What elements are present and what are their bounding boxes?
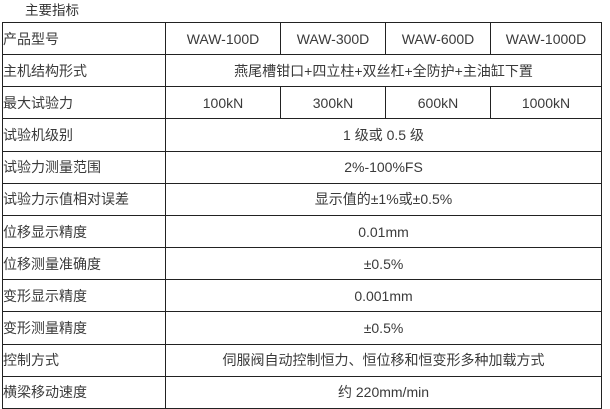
value-cell: 显示值的±1%或±0.5% xyxy=(165,182,602,216)
table-row-structure: 主机结构形式 燕尾槽钳口+四立柱+双丝杠+全防护+主油缸下置 xyxy=(2,54,602,88)
row-label: 控制方式 xyxy=(2,343,166,377)
value-cell: ±0.5% xyxy=(165,311,602,345)
table-row-force-range: 试验力测量范围 2%-100%FS xyxy=(2,150,602,184)
row-label: 试验力测量范围 xyxy=(2,150,166,184)
table-row-max-force: 最大试验力 100kN 300kN 600kN 1000kN xyxy=(2,86,602,120)
value-cell: 0.01mm xyxy=(165,214,602,249)
table-row-crosshead-speed: 横梁移动速度 约 220mm/min xyxy=(2,375,602,409)
row-label: 最大试验力 xyxy=(2,86,166,120)
page-title: 主要指标 xyxy=(25,3,79,18)
table-row-displacement-resolution: 位移显示精度 0.01mm xyxy=(2,214,602,249)
value-cell: 燕尾槽钳口+四立柱+双丝杠+全防护+主油缸下置 xyxy=(165,54,602,88)
model-cell: WAW-1000D xyxy=(490,21,602,56)
value-cell: 0.001mm xyxy=(165,279,602,313)
force-cell: 600kN xyxy=(385,86,491,120)
spec-table: 产品型号 WAW-100D WAW-300D WAW-600D WAW-1000… xyxy=(2,21,602,409)
table-row-machine-class: 试验机级别 1 级或 0.5 级 xyxy=(2,118,602,152)
row-label: 变形显示精度 xyxy=(2,279,166,313)
row-label: 位移测量准确度 xyxy=(2,247,166,281)
value-cell: 2%-100%FS xyxy=(165,150,602,184)
row-label: 位移显示精度 xyxy=(2,214,166,249)
force-cell: 100kN xyxy=(165,86,281,120)
row-label: 产品型号 xyxy=(2,21,166,56)
value-cell: 约 220mm/min xyxy=(165,375,602,409)
row-label: 试验机级别 xyxy=(2,118,166,152)
model-cell: WAW-100D xyxy=(165,21,281,56)
row-label: 横梁移动速度 xyxy=(2,375,166,409)
table-row-deformation-accuracy: 变形测量精度 ±0.5% xyxy=(2,311,602,345)
table-row-displacement-accuracy: 位移测量准确度 ±0.5% xyxy=(2,247,602,281)
force-cell: 1000kN xyxy=(490,86,602,120)
value-cell: 伺服阀自动控制恒力、恒位移和恒变形多种加载方式 xyxy=(165,343,602,377)
force-cell: 300kN xyxy=(280,86,386,120)
row-label: 变形测量精度 xyxy=(2,311,166,345)
table-row-product-model: 产品型号 WAW-100D WAW-300D WAW-600D WAW-1000… xyxy=(2,21,602,56)
table-row-force-error: 试验力示值相对误差 显示值的±1%或±0.5% xyxy=(2,182,602,216)
row-label: 主机结构形式 xyxy=(2,54,166,88)
model-cell: WAW-600D xyxy=(385,21,491,56)
model-cell: WAW-300D xyxy=(280,21,386,56)
value-cell: 1 级或 0.5 级 xyxy=(165,118,602,152)
row-label: 试验力示值相对误差 xyxy=(2,182,166,216)
value-cell: ±0.5% xyxy=(165,247,602,281)
table-row-deformation-resolution: 变形显示精度 0.001mm xyxy=(2,279,602,313)
table-row-control-mode: 控制方式 伺服阀自动控制恒力、恒位移和恒变形多种加载方式 xyxy=(2,343,602,377)
